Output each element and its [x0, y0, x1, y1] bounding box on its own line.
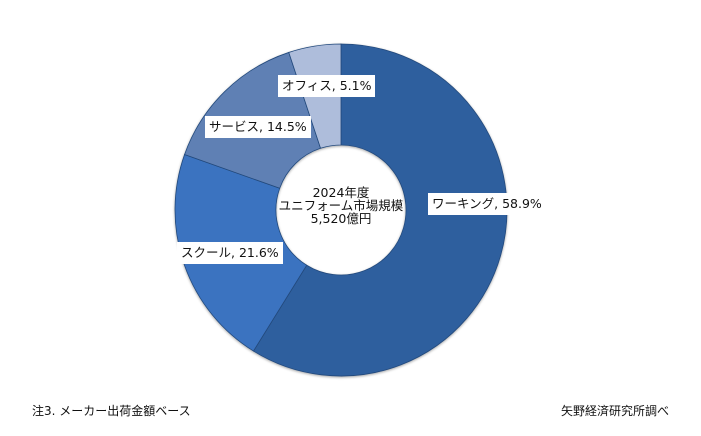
footnote: 注3. メーカー出荷金額ベース — [32, 404, 191, 418]
data-label-school: スクール, 21.6% — [177, 242, 283, 264]
center-year: 2024年度 — [312, 185, 370, 200]
slice-ワーキング — [252, 43, 508, 377]
center-title: ユニフォーム市場規模 — [278, 198, 404, 213]
center-value: 5,520億円 — [310, 211, 372, 226]
data-label-office: オフィス, 5.1% — [278, 75, 376, 97]
data-label-service: サービス, 14.5% — [205, 116, 311, 138]
data-label-working: ワーキング, 58.9% — [428, 193, 546, 215]
source-credit: 矢野経済研究所調べ — [560, 404, 669, 418]
donut-center-label: 2024年度 ユニフォーム市場規模 5,520億円 — [271, 186, 411, 225]
